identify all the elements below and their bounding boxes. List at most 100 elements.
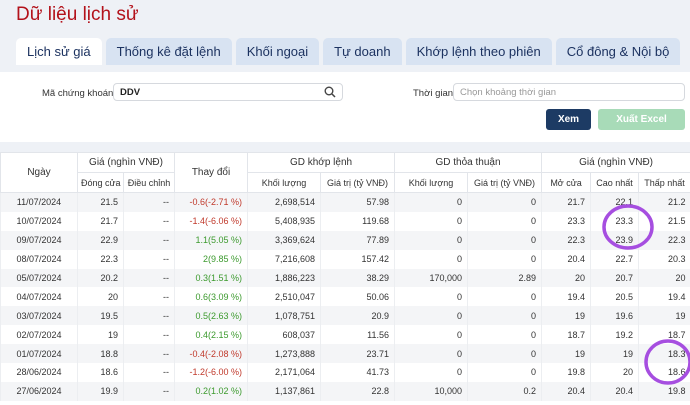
table-cell: 19.2: [590, 325, 639, 345]
sub-header: Cao nhất: [590, 172, 640, 193]
header-row: Đóng cửa Điều chỉnh Khối lượng Giá trị (tỷ …: [1, 172, 690, 193]
table-cell: -1.2(-6.00 %): [174, 363, 248, 382]
table-cell: 0: [394, 230, 468, 250]
table-cell: 0: [467, 325, 542, 345]
table-cell: 19: [638, 306, 690, 326]
time-input[interactable]: Chọn khoảng thời gian: [453, 83, 685, 101]
table-cell: 19.4: [638, 287, 690, 307]
table-cell: 0.2: [467, 381, 542, 401]
table-cell: 1.1(5.05 %): [174, 230, 248, 250]
table-cell: 19.6: [590, 306, 639, 326]
group-header: GD khớp lệnh: [247, 152, 396, 173]
table-cell: 23.9: [590, 230, 639, 250]
sub-header: Mở cửa: [541, 172, 592, 193]
table-cell: 21.7: [77, 211, 124, 231]
table-cell: 23.3: [541, 211, 591, 231]
table-cell: 19: [541, 344, 591, 364]
table-cell: 10/07/2024: [0, 211, 78, 231]
table-cell: --: [122, 363, 175, 382]
table-container: Ngày Giá (nghìn VNĐ) Thay đổi GD khớp lệnh G…: [0, 152, 690, 405]
table-cell: 0: [467, 230, 542, 250]
table-cell: 0: [394, 211, 468, 231]
table-cell: --: [122, 211, 175, 231]
group-header: Giá (nghìn VNĐ): [541, 152, 690, 173]
table-cell: 20.7: [590, 268, 639, 288]
table-cell: --: [122, 230, 175, 250]
table-cell: 23.3: [590, 211, 639, 231]
table-row: 04/07/2024 20 -- 0.6(3.09 %) 2,510,047 50.06 0…: [0, 287, 690, 307]
view-button[interactable]: Xem: [546, 109, 591, 130]
table-cell: 119.68: [320, 211, 395, 231]
group-header: GD thỏa thuận: [394, 152, 543, 173]
table-cell: --: [122, 325, 175, 345]
table-row: 09/07/2024 22.9 -- 1.1(5.05 %) 3,369,624 77.8…: [0, 230, 690, 250]
header-row: Ngày Giá (nghìn VNĐ) Thay đổi GD khớp lệnh G…: [0, 152, 690, 193]
tab[interactable]: Khớp lệnh theo phiên: [405, 38, 552, 65]
table-cell: 19.8: [638, 381, 690, 401]
table-cell: 22.3: [77, 249, 124, 269]
table-cell: 0: [394, 287, 468, 307]
table-cell: 03/07/2024: [0, 306, 78, 326]
table-cell: 19.8: [541, 363, 591, 382]
table-cell: 20.9: [320, 306, 395, 326]
tab[interactable]: Lịch sử giá: [16, 38, 102, 65]
table-cell: 5,408,935: [247, 211, 321, 231]
table-cell: 20.3: [638, 249, 690, 269]
table-cell: 1,273,888: [247, 344, 321, 364]
table-cell: 18.7: [638, 325, 690, 345]
table-cell: 11.56: [320, 325, 395, 345]
table-cell: 0: [467, 287, 542, 307]
table-cell: 04/07/2024: [0, 287, 78, 307]
table-cell: --: [122, 344, 175, 364]
table-cell: --: [122, 192, 175, 212]
tab[interactable]: Tự doanh: [323, 38, 402, 65]
export-button[interactable]: Xuất Excel: [598, 109, 685, 130]
sub-header: Đóng cửa: [77, 172, 124, 193]
symbol-input[interactable]: DDV: [113, 83, 343, 101]
time-label: Thời gian: [413, 88, 454, 99]
tab-bar: Lịch sử giá Thống kê đặt lệnh Khối ngoại Tự…: [16, 38, 681, 65]
table-cell: 0: [467, 192, 542, 212]
group-header: Thay đổi: [174, 152, 249, 193]
tab[interactable]: Thống kê đặt lệnh: [105, 38, 232, 65]
table-cell: 2(9.85 %): [174, 249, 248, 269]
group-header: Ngày: [0, 152, 78, 193]
table-row: 27/06/2024 19.9 -- 0.2(1.02 %) 1,137,861 22.8…: [0, 381, 690, 401]
table-cell: 22.9: [77, 230, 124, 250]
table-cell: 38.29: [320, 268, 395, 288]
table-cell: 2,171,064: [247, 363, 321, 382]
table-cell: 20: [638, 268, 690, 288]
table-row: 10/07/2024 21.7 -- -1.4(-6.06 %) 5,408,935 11…: [0, 211, 690, 231]
table-cell: 18.6: [77, 363, 124, 382]
sub-header: Khối lượng: [247, 172, 322, 193]
sub-header: Giá trị (tỷ VNĐ): [467, 172, 543, 193]
table-cell: 0: [394, 249, 468, 269]
table-cell: 01/07/2024: [0, 344, 78, 364]
table-row: 05/07/2024 20.2 -- 0.3(1.51 %) 1,886,223 38.2…: [0, 268, 690, 288]
table-cell: 0.3(1.51 %): [174, 268, 248, 288]
page-title: Dữ liệu lịch sử: [16, 4, 139, 25]
table-row: 01/07/2024 18.8 -- -0.4(-2.08 %) 1,273,888 23…: [0, 344, 690, 364]
table-cell: 19.5: [77, 306, 124, 326]
table-cell: 0: [394, 306, 468, 326]
table-cell: 0: [467, 211, 542, 231]
table-cell: 20.5: [590, 287, 639, 307]
table-cell: 157.42: [320, 249, 395, 269]
table-cell: 2,698,514: [247, 192, 321, 212]
table-cell: 608,037: [247, 325, 321, 345]
table-cell: 11/07/2024: [0, 192, 78, 212]
table-cell: 22.8: [320, 381, 395, 401]
table-cell: 02/07/2024: [0, 325, 78, 345]
tab[interactable]: Khối ngoại: [235, 38, 320, 65]
table-cell: 21.5: [638, 211, 690, 231]
table-cell: 09/07/2024: [0, 230, 78, 250]
table-cell: --: [122, 381, 175, 401]
table-cell: 20: [77, 287, 124, 307]
tab[interactable]: Cổ đông & Nội bộ: [555, 38, 681, 65]
table-cell: 0: [467, 363, 542, 382]
group-header: Giá (nghìn VNĐ): [76, 152, 176, 173]
table-cell: 1,078,751: [247, 306, 321, 326]
table-cell: 18.3: [638, 344, 690, 364]
table-cell: -0.4(-2.08 %): [174, 344, 248, 364]
